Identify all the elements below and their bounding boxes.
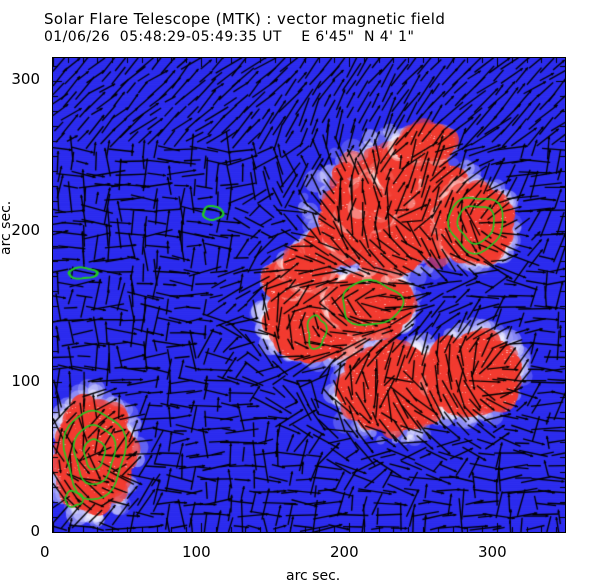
magnetogram-plot-area <box>52 57 566 533</box>
y-tick-label-300: 300 <box>11 70 40 88</box>
figure-title: Solar Flare Telescope (MTK) : vector mag… <box>44 10 446 28</box>
figure-subtitle: 01/06/26 05:48:29-05:49:35 UT E 6'45" N … <box>44 29 415 45</box>
y-tick-label-100: 100 <box>11 372 40 390</box>
magnetogram-image-canvas <box>53 58 565 532</box>
y-tick-label-200: 200 <box>11 221 40 239</box>
x-axis-label: arc sec. <box>286 568 341 584</box>
y-axis-label: arc sec. <box>0 200 14 255</box>
y-tick-label-0: 0 <box>30 522 40 540</box>
